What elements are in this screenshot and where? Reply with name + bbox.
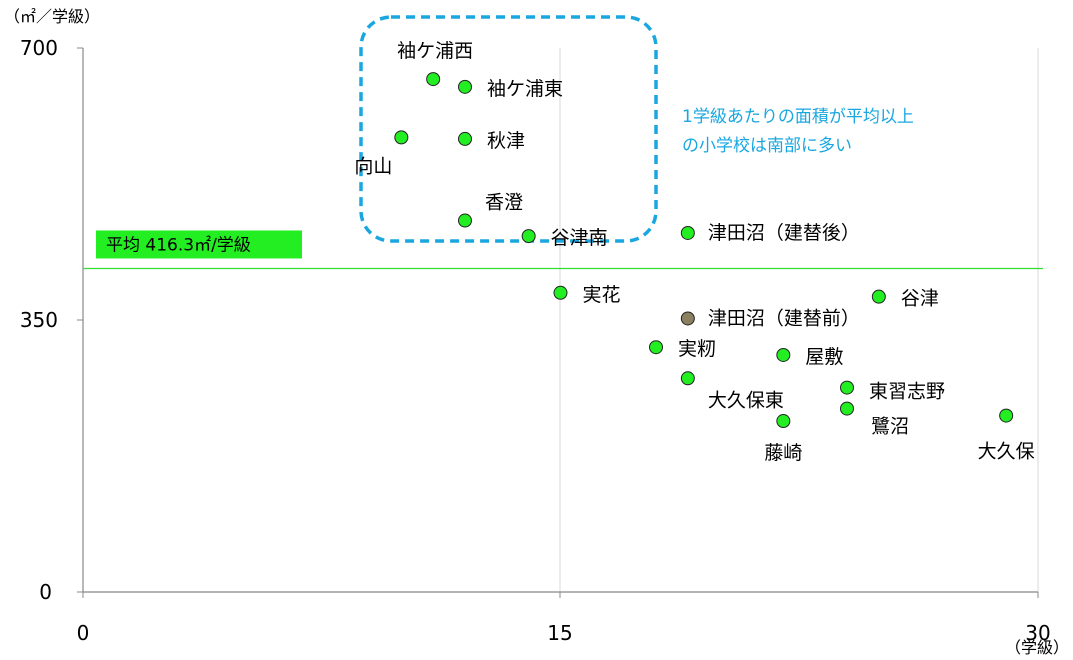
x-axis-unit-label: （学級） [1005, 638, 1069, 657]
point-label-16: 大久保 [978, 441, 1035, 463]
data-point-15 [776, 414, 791, 429]
point-label-14: 鷺沼 [871, 416, 909, 438]
point-label-5: 谷津南 [551, 227, 608, 249]
data-point-11 [776, 347, 791, 362]
point-label-10: 実籾 [678, 338, 716, 360]
data-point-8 [871, 289, 886, 304]
point-label-1: 袖ケ浦東 [487, 78, 563, 100]
x-tick-label-30: 30 [1025, 621, 1050, 645]
point-label-2: 向山 [354, 155, 392, 177]
callout-text-line-2: の小学校は南部に多い [682, 136, 852, 156]
point-label-11: 屋敷 [805, 346, 843, 368]
data-point-5 [521, 229, 536, 244]
data-point-14 [840, 401, 854, 416]
average-label-box [96, 230, 302, 259]
x-tick-label-15: 15 [547, 621, 572, 645]
average-label: 平均 416.3㎡/学級 [106, 235, 251, 255]
point-label-9: 津田沼（建替前） [708, 307, 860, 329]
data-point-10 [649, 340, 663, 355]
y-axis-unit-label: （㎡／学級） [4, 7, 100, 26]
point-label-7: 実花 [583, 284, 621, 306]
point-label-12: 大久保東 [708, 389, 784, 411]
data-point-9 [680, 311, 695, 326]
data-point-2 [394, 130, 409, 145]
data-point-16 [999, 408, 1014, 423]
data-point-7 [553, 285, 568, 300]
data-point-4 [458, 213, 472, 228]
x-tick-label-0: 0 [77, 621, 90, 645]
point-label-4: 香澄 [485, 192, 523, 214]
y-tick-label-700: 700 [20, 36, 58, 60]
callout-region [359, 15, 658, 243]
point-label-0: 袖ケ浦西 [397, 40, 473, 62]
data-point-12 [680, 371, 695, 386]
data-point-3 [458, 131, 472, 146]
data-point-6 [680, 225, 695, 240]
data-point-0 [426, 72, 441, 87]
y-tick-label-350: 350 [20, 308, 58, 332]
point-label-3: 秋津 [487, 130, 525, 152]
data-point-13 [840, 380, 854, 395]
point-label-15: 藤崎 [764, 442, 802, 464]
data-points [394, 72, 1014, 429]
callout-text-line-1: 1学級あたりの面積が平均以上 [682, 107, 914, 127]
point-label-8: 谷津 [901, 288, 939, 310]
point-label-13: 東習志野 [869, 381, 945, 403]
data-point-1 [458, 79, 472, 94]
y-tick-label-0: 0 [39, 580, 52, 604]
point-label-6: 津田沼（建替後） [708, 222, 860, 244]
